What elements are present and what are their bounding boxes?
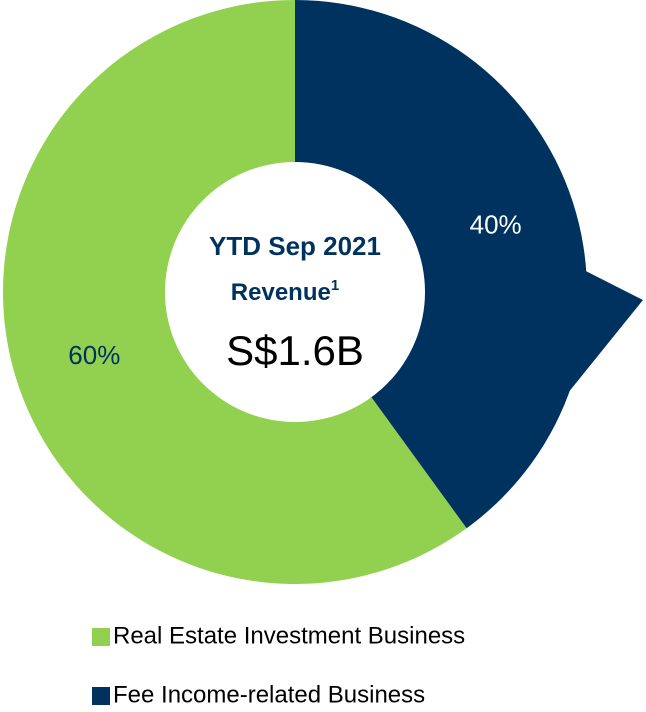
data-label: 60% bbox=[68, 340, 120, 370]
legend-label: Fee Income-related Business bbox=[113, 681, 425, 708]
center-subtitle-text: Revenue bbox=[231, 279, 331, 306]
data-label: 40% bbox=[470, 210, 522, 240]
center-subtitle: Revenue1 bbox=[231, 277, 339, 306]
legend-swatch bbox=[92, 687, 110, 705]
legend-label: Real Estate Investment Business bbox=[113, 622, 465, 649]
legend-swatch bbox=[92, 628, 110, 646]
donut-hole bbox=[165, 162, 425, 422]
slice bbox=[295, 0, 588, 529]
center-footnote: 1 bbox=[331, 277, 339, 294]
center-value: S$1.6B bbox=[226, 327, 364, 374]
center-title: YTD Sep 2021 bbox=[209, 231, 381, 261]
